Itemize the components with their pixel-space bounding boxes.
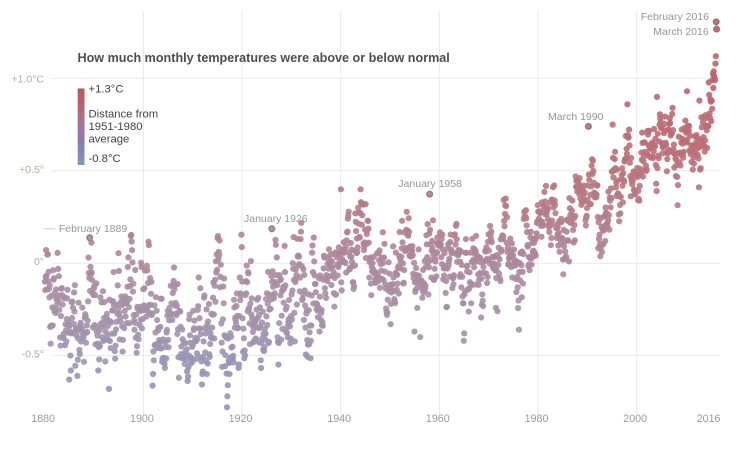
- svg-text:How much monthly temperatures: How much monthly temperatures were above…: [78, 51, 450, 65]
- svg-text:January 1926: January 1926: [244, 213, 308, 225]
- svg-text:March 1990: March 1990: [548, 111, 604, 123]
- svg-text:1900: 1900: [130, 413, 154, 425]
- svg-text:+0.5°: +0.5°: [19, 164, 44, 176]
- svg-text:1880: 1880: [31, 413, 55, 425]
- svg-text:1940: 1940: [327, 413, 351, 425]
- svg-text:1920: 1920: [229, 413, 253, 425]
- svg-text:1951-1980: 1951-1980: [89, 121, 143, 133]
- svg-text:-0.8°C: -0.8°C: [89, 153, 121, 165]
- svg-text:+1.3°C: +1.3°C: [89, 84, 124, 96]
- svg-text:January 1958: January 1958: [398, 178, 462, 190]
- svg-text:-0.5°: -0.5°: [22, 349, 44, 361]
- svg-text:February 1889: February 1889: [59, 223, 127, 235]
- svg-text:average: average: [89, 134, 130, 146]
- svg-text:Distance from: Distance from: [89, 109, 159, 121]
- svg-text:1960: 1960: [426, 413, 450, 425]
- svg-text:2016: 2016: [697, 413, 721, 425]
- svg-text:2000: 2000: [623, 413, 647, 425]
- svg-text:1980: 1980: [525, 413, 549, 425]
- svg-text:March 2016: March 2016: [653, 26, 709, 38]
- svg-text:0°: 0°: [34, 256, 44, 268]
- svg-text:+1.0°C: +1.0°C: [11, 74, 44, 86]
- svg-text:February 2016: February 2016: [641, 11, 709, 23]
